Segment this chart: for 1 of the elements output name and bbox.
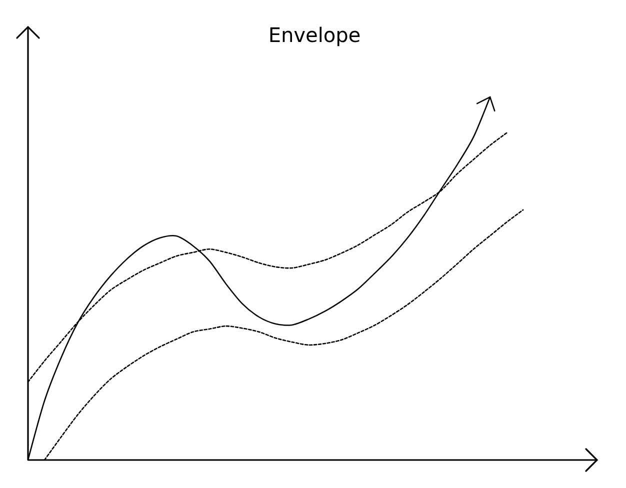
chart-title: Envelope — [270, 26, 360, 46]
